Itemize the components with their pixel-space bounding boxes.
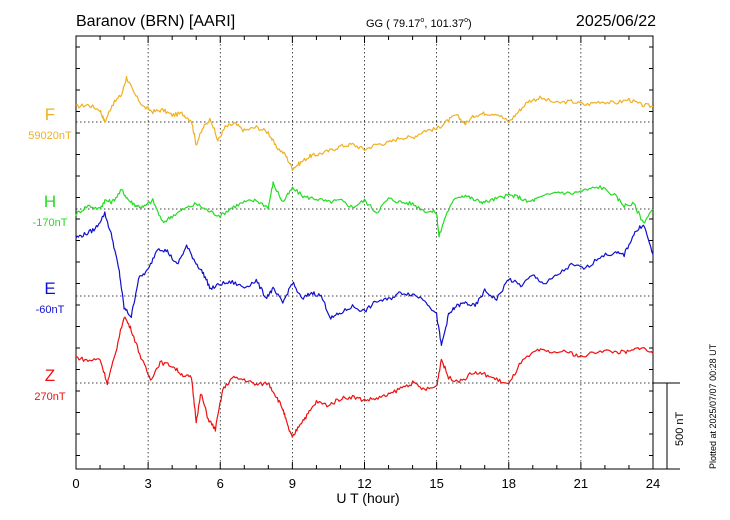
x-tick-label: 9 — [289, 476, 296, 491]
series-E-line — [75, 211, 654, 346]
series-H-name: H — [44, 192, 56, 211]
series-F-line — [75, 75, 654, 171]
date-title: 2025/06/22 — [576, 13, 656, 30]
x-tick-label: 12 — [357, 476, 371, 491]
x-tick-label: 21 — [574, 476, 588, 491]
coordinates-text: GG ( 79.17o, 101.37o) — [366, 17, 472, 30]
series-F-baseline-label: 59020nT — [28, 130, 72, 142]
series-Z-name: Z — [45, 366, 55, 385]
series-E-name: E — [44, 279, 55, 298]
series-E-baseline-label: -60nT — [36, 304, 65, 316]
series-labels: F 59020nT H -170nT E -60nT Z 270nT — [28, 105, 72, 403]
x-tick-label: 24 — [646, 476, 660, 491]
x-tick-label: 3 — [145, 476, 152, 491]
plotted-timestamp: Plotted at 2025/07/07 00:28 UT — [708, 343, 718, 469]
scale-bar: 500 nT — [653, 382, 686, 470]
series-H-baseline-label: -170nT — [33, 217, 68, 229]
grid-lines — [76, 36, 653, 469]
x-tick-labels: 0 3 6 9 12 15 18 21 24 — [72, 476, 660, 491]
x-tick-label: 18 — [502, 476, 516, 491]
x-tick-label: 0 — [72, 476, 79, 491]
series-H-line — [75, 181, 654, 238]
series-Z-line — [75, 316, 654, 438]
x-axis-label: U T (hour) — [336, 490, 399, 506]
series-group — [75, 75, 654, 438]
series-F-name: F — [45, 105, 55, 124]
x-tick-label: 15 — [429, 476, 443, 491]
series-Z-baseline-label: 270nT — [34, 391, 65, 403]
scale-bar-label: 500 nT — [674, 411, 686, 446]
x-tick-label: 6 — [217, 476, 224, 491]
axis-ticks — [75, 36, 654, 469]
station-title: Baranov (BRN) [AARI] — [76, 13, 235, 30]
